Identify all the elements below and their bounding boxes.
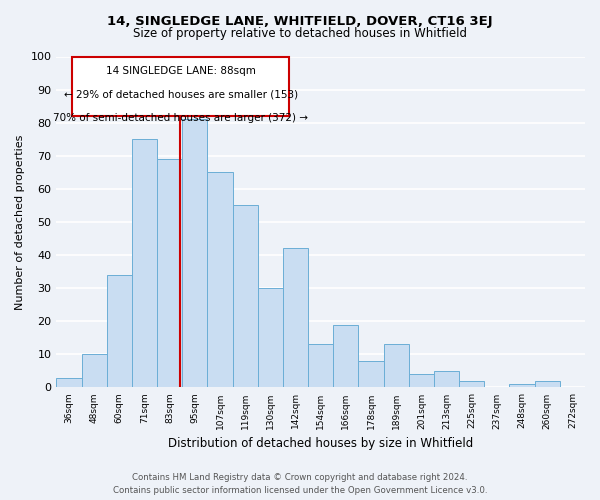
Bar: [358, 361, 383, 388]
Text: 14, SINGLEDGE LANE, WHITFIELD, DOVER, CT16 3EJ: 14, SINGLEDGE LANE, WHITFIELD, DOVER, CT…: [107, 15, 493, 28]
Bar: [107, 275, 132, 388]
Bar: [208, 172, 233, 388]
Bar: [308, 344, 333, 388]
Bar: [157, 159, 182, 388]
Bar: [132, 139, 157, 388]
Bar: [258, 288, 283, 388]
Text: ← 29% of detached houses are smaller (153): ← 29% of detached houses are smaller (15…: [64, 90, 298, 100]
Bar: [56, 378, 82, 388]
Y-axis label: Number of detached properties: Number of detached properties: [15, 134, 25, 310]
Bar: [459, 381, 484, 388]
Text: Size of property relative to detached houses in Whitfield: Size of property relative to detached ho…: [133, 28, 467, 40]
FancyBboxPatch shape: [72, 56, 289, 116]
Bar: [233, 206, 258, 388]
Bar: [434, 371, 459, 388]
Bar: [509, 384, 535, 388]
Bar: [283, 248, 308, 388]
Text: 14 SINGLEDGE LANE: 88sqm: 14 SINGLEDGE LANE: 88sqm: [106, 66, 256, 76]
Text: 70% of semi-detached houses are larger (372) →: 70% of semi-detached houses are larger (…: [53, 113, 308, 123]
Bar: [333, 324, 358, 388]
Bar: [409, 374, 434, 388]
Bar: [82, 354, 107, 388]
Bar: [383, 344, 409, 388]
Text: Contains HM Land Registry data © Crown copyright and database right 2024.
Contai: Contains HM Land Registry data © Crown c…: [113, 473, 487, 495]
X-axis label: Distribution of detached houses by size in Whitfield: Distribution of detached houses by size …: [168, 437, 473, 450]
Bar: [182, 120, 208, 388]
Bar: [535, 381, 560, 388]
